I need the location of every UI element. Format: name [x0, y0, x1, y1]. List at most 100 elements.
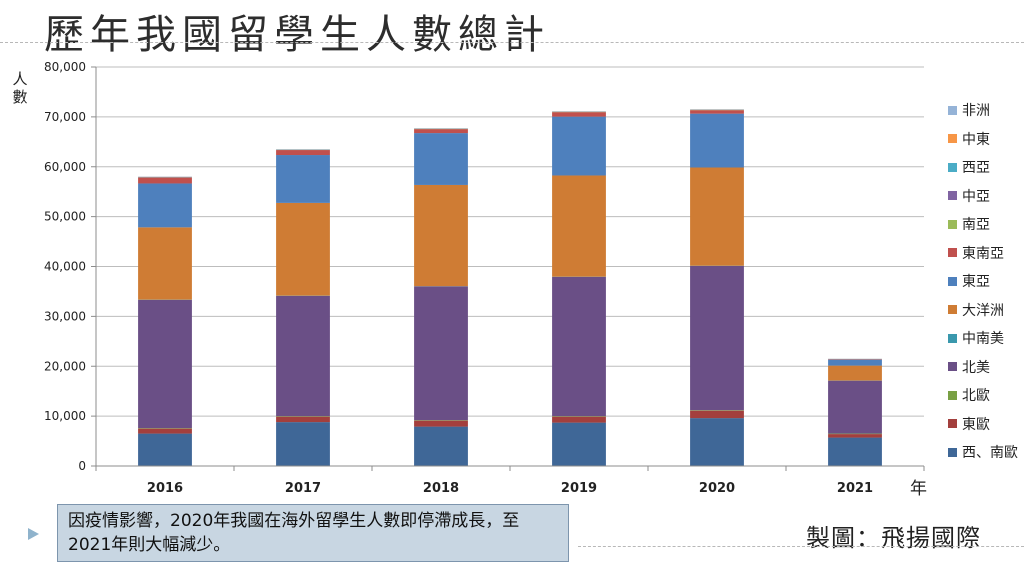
legend-item: 中東 — [948, 125, 1024, 154]
legend-swatch — [948, 390, 957, 400]
note-box: 因疫情影響，2020年我國在海外留學生人數即停滯成長，至2021年則大幅減少。 — [57, 504, 569, 562]
legend-item: 東亞 — [948, 267, 1024, 296]
legend-item: 大洋洲 — [948, 296, 1024, 325]
bar-segment — [414, 286, 468, 421]
legend-label: 東南亞 — [962, 245, 1004, 262]
bullet-arrow-icon — [28, 528, 39, 540]
bar-segment — [552, 416, 606, 423]
x-axis-unit: 年 — [910, 479, 927, 499]
legend-swatch — [948, 162, 957, 172]
y-tick-label: 50,000 — [44, 210, 86, 224]
chart-title: 歷年我國留學生人數總計 — [44, 12, 550, 58]
x-tick-label: 2017 — [285, 481, 321, 496]
bar-segment — [276, 150, 330, 156]
bar-segment — [414, 133, 468, 185]
credit-divider — [578, 546, 1024, 547]
legend-item: 西亞 — [948, 153, 1024, 182]
legend-label: 中東 — [962, 131, 990, 148]
bar-segment — [138, 177, 192, 184]
legend-swatch — [948, 276, 957, 286]
bar-segment — [276, 155, 330, 203]
legend-label: 東亞 — [962, 274, 990, 291]
legend-item: 西、南歐 — [948, 438, 1024, 467]
bar-segment — [276, 416, 330, 423]
credit-text: 製圖：飛揚國際 — [806, 524, 981, 552]
bar-segment — [138, 183, 192, 228]
y-tick-label: 60,000 — [44, 160, 86, 174]
bar-segment — [552, 422, 606, 466]
y-axis-label: 人數 — [12, 70, 28, 106]
legend-label: 西、南歐 — [962, 445, 1018, 462]
legend-label: 非洲 — [962, 103, 990, 120]
bar-segment — [276, 422, 330, 466]
bar-segment — [690, 266, 744, 411]
bar-segment — [552, 276, 606, 417]
y-tick-label: 40,000 — [44, 260, 86, 274]
legend-item: 中南美 — [948, 324, 1024, 353]
x-tick-label: 2021 — [837, 481, 873, 496]
bar-segment — [414, 426, 468, 466]
legend-swatch — [948, 447, 957, 457]
y-tick-label: 70,000 — [44, 110, 86, 124]
y-tick-label: 10,000 — [44, 409, 86, 423]
bar-segment — [138, 299, 192, 429]
y-tick-label: 30,000 — [44, 309, 86, 323]
bar-segment — [828, 365, 882, 381]
legend-swatch — [948, 134, 957, 144]
x-tick-label: 2018 — [423, 481, 459, 496]
bar-segment — [414, 129, 468, 134]
legend-item: 東歐 — [948, 410, 1024, 439]
legend-item: 東南亞 — [948, 239, 1024, 268]
bar-segment — [138, 227, 192, 300]
bar-segment — [414, 184, 468, 287]
legend-item: 北美 — [948, 353, 1024, 382]
bar-segment — [828, 380, 882, 434]
y-tick-label: 0 — [78, 459, 86, 473]
bar-segment — [414, 420, 468, 427]
legend-swatch — [948, 191, 957, 201]
x-tick-label: 2020 — [699, 481, 735, 496]
legend-label: 東歐 — [962, 416, 990, 433]
bar-segment — [690, 410, 744, 419]
bar-segment — [138, 433, 192, 466]
bar-segment — [690, 418, 744, 466]
legend-swatch — [948, 333, 957, 343]
y-tick-label: 80,000 — [44, 60, 86, 74]
legend-swatch — [948, 419, 957, 429]
legend-item: 非洲 — [948, 96, 1024, 125]
legend-label: 南亞 — [962, 217, 990, 234]
axes: 0 10,000 20,000 30,000 40,000 50,000 60,000 70,… — [44, 60, 925, 496]
legend-swatch — [948, 248, 957, 258]
x-tick-label: 2016 — [147, 481, 183, 496]
bars — [138, 109, 882, 466]
legend-swatch — [948, 305, 957, 315]
bar-segment — [828, 359, 882, 366]
bar-segment — [552, 116, 606, 176]
legend-label: 西亞 — [962, 160, 990, 177]
y-tick-label: 20,000 — [44, 359, 86, 373]
legend: 非洲中東西亞中亞南亞東南亞東亞大洋洲中南美北美北歐東歐西、南歐 — [948, 96, 1024, 467]
legend-label: 中南美 — [962, 331, 1004, 348]
title-divider — [0, 42, 1024, 43]
bar-segment — [690, 113, 744, 168]
legend-label: 北歐 — [962, 388, 990, 405]
legend-swatch — [948, 362, 957, 372]
bar-segment — [276, 202, 330, 296]
legend-swatch — [948, 219, 957, 229]
bar-segment — [690, 110, 744, 114]
legend-label: 北美 — [962, 359, 990, 376]
legend-label: 大洋洲 — [962, 302, 1004, 319]
legend-label: 中亞 — [962, 188, 990, 205]
legend-item: 中亞 — [948, 182, 1024, 211]
legend-swatch — [948, 105, 957, 115]
bar-segment — [552, 175, 606, 277]
bar-segment — [828, 437, 882, 466]
bar-segment — [138, 428, 192, 434]
bar-segment — [552, 112, 606, 117]
x-tick-label: 2019 — [561, 481, 597, 496]
bar-segment — [276, 295, 330, 417]
legend-item: 北歐 — [948, 381, 1024, 410]
legend-item: 南亞 — [948, 210, 1024, 239]
bar-segment — [828, 434, 882, 438]
